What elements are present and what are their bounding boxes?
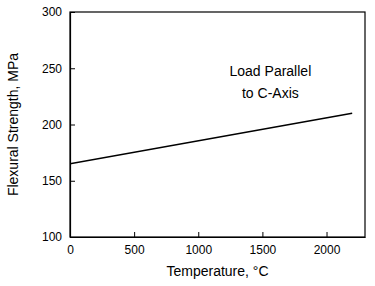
x-tick-label: 2000 [314, 243, 341, 257]
plot: 0 500 1000 1500 2000 100 150 200 250 300 Load Para… [42, 5, 366, 256]
y-tick: 150 [42, 174, 75, 188]
y-tick-mark [70, 237, 75, 238]
y-tick-label: 200 [42, 118, 62, 132]
y-tick: 250 [42, 62, 75, 76]
x-tick: 1500 [250, 232, 277, 257]
y-tick-label: 100 [42, 230, 62, 244]
y-tick-label: 300 [42, 5, 62, 19]
x-tick-label: 500 [125, 243, 145, 257]
x-tick-mark [198, 232, 199, 237]
y-tick-label: 250 [42, 62, 62, 76]
y-tick-mark [70, 12, 75, 13]
y-tick: 300 [42, 5, 75, 19]
annotation: Load Parallel [230, 63, 312, 79]
x-tick-mark [134, 232, 135, 237]
x-axis: 0 500 1000 1500 2000 [67, 232, 365, 257]
y-axis: 100 150 200 250 300 [42, 5, 75, 244]
y-tick-mark [70, 68, 75, 69]
x-axis-title: Temperature, °C [166, 263, 268, 279]
x-tick-label: 1000 [185, 243, 212, 257]
annotation: to C-Axis [242, 85, 299, 101]
y-tick-mark [70, 181, 75, 182]
x-tick: 2000 [314, 232, 341, 257]
x-axis-line [71, 237, 366, 238]
y-tick-label: 150 [42, 174, 62, 188]
x-tick-mark [262, 232, 263, 237]
chart: 0 500 1000 1500 2000 100 150 200 250 300 Load Para… [0, 0, 375, 286]
x-tick-mark [327, 232, 328, 237]
y-tick-mark [70, 125, 75, 126]
data-line [70, 113, 352, 164]
x-tick-label: 1500 [250, 243, 277, 257]
x-tick: 1000 [185, 232, 212, 257]
y-tick: 200 [42, 118, 75, 132]
plot-frame [70, 12, 365, 237]
marks [70, 113, 352, 164]
y-tick: 100 [42, 230, 75, 244]
y-axis-title: Flexural Strength, MPa [5, 53, 21, 196]
x-tick: 500 [125, 232, 145, 257]
x-tick-label: 0 [67, 243, 74, 257]
